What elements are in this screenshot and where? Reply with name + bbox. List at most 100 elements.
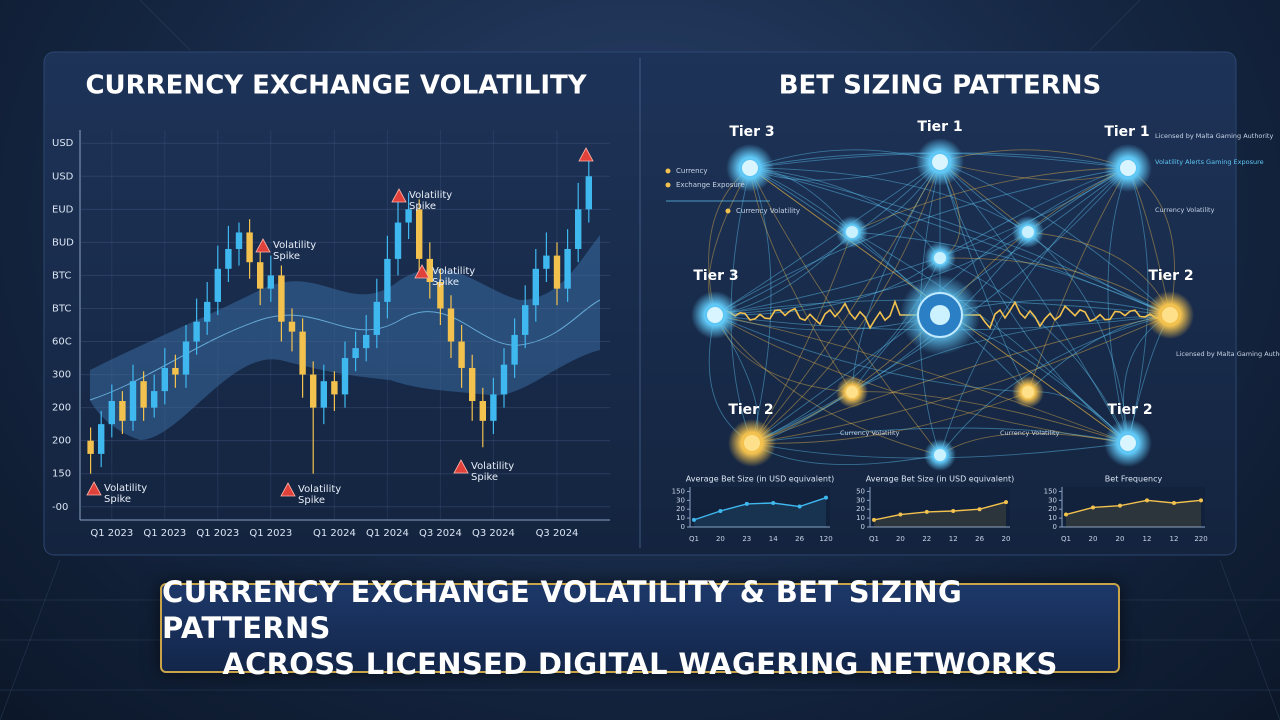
link [751,442,1129,459]
candle-body [394,222,402,259]
candle-body [278,275,285,322]
link [939,257,1171,316]
point [898,512,903,517]
candle-body [341,358,349,395]
point [1172,501,1176,505]
node-label: Tier 2 [1107,402,1152,418]
area [1066,500,1201,527]
link [714,161,941,316]
x-tick-label: 12 [1170,535,1179,543]
y-tick-label: 60C [52,337,72,348]
point [692,517,696,522]
node [846,226,858,238]
y-tick-label: 50 [856,487,865,495]
link [1127,167,1149,444]
candle-body [447,308,455,342]
candle-body [246,232,253,263]
point [1145,498,1149,503]
y-tick-label: 20 [1048,505,1057,513]
candle-body [564,248,571,289]
x-tick-label: 20 [896,535,905,543]
legend-dot [725,208,731,214]
x-tick-label: 120 [819,535,832,543]
node-label: Tier 2 [728,402,773,418]
x-tick-label: 26 [795,535,804,543]
candle-body [575,209,582,249]
line [1065,499,1202,516]
line [873,501,1007,521]
point [1064,512,1068,517]
point [1004,500,1008,505]
candle-body [225,248,232,269]
candle-body [204,301,211,322]
node [1118,158,1138,178]
point [951,509,956,513]
link [714,257,941,316]
link [851,231,1171,316]
candle-body [98,424,105,454]
node [1022,226,1034,238]
point [797,504,802,509]
x-tick-label: Q1 2024 [313,528,356,539]
point [744,501,749,506]
x-tick-label: 23 [742,535,751,543]
y-tick-label: 150 [52,469,71,480]
y-tick-label: 0 [681,523,685,531]
y-tick-label: 20 [856,505,865,513]
link [751,391,1029,444]
node-label: Tier 2 [1148,268,1193,284]
x-tick-label: 20 [716,535,725,543]
node [846,386,858,398]
node [934,252,946,264]
legend-label: Currency Volatility [736,207,800,215]
node [740,158,760,178]
candle-body [416,209,423,259]
x-tick-label: 20 [1002,535,1011,543]
y-tick-label: 0 [1053,523,1057,531]
link [749,167,941,456]
link [749,167,1029,393]
note: Currency Volatility [840,429,900,437]
note: Volatility Alerts Gaming Exposure [1155,158,1264,166]
candle-body [500,364,508,395]
line [693,497,827,521]
link [939,314,1171,456]
legend-dot [665,182,671,188]
candle-body [182,341,190,375]
link [939,257,1129,444]
link [749,167,1171,316]
warning-icon [414,264,430,279]
y-tick-label: USD [52,138,74,149]
x-tick-label: Q1 2023 [249,528,292,539]
node [934,449,946,461]
link [749,167,941,259]
area [694,497,826,527]
area [874,502,1006,527]
x-tick-label: 12 [949,535,958,543]
chart-title: Average Bet Size (in USD equivalent) [686,475,834,484]
candle-body [320,381,327,408]
link [749,167,1171,316]
candle-body [585,176,592,210]
x-tick-label: Q3 2024 [472,528,515,539]
y-tick-label: BTC [52,270,71,281]
x-tick-label: 20 [1089,535,1098,543]
y-tick-label: BTC [52,303,71,314]
candle-body [140,381,147,408]
warning-icon [578,147,594,162]
x-tick-label: 20 [1116,535,1125,543]
annotation: Volatility Spike [273,240,317,262]
candle-body [458,341,465,368]
y-tick-label: 150 [672,487,685,495]
y-tick-label: BUD [52,237,74,248]
x-tick-label: 14 [769,535,778,543]
candle-body [235,232,243,249]
node-label: Tier 1 [1104,124,1149,140]
candle-body [193,321,200,342]
warning-icon [255,238,271,253]
candle-body [543,255,550,269]
x-tick-label: Q3 2024 [536,528,579,539]
point [824,495,828,500]
annotation: Volatility Spike [104,483,148,505]
